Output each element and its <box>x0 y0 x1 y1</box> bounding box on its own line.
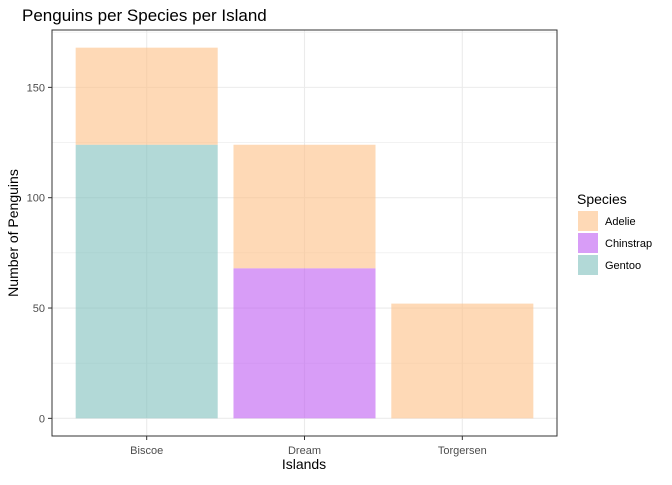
legend-key-adelie <box>578 211 598 231</box>
legend-key-gentoo <box>578 255 598 275</box>
legend-title: Species <box>577 191 627 207</box>
legend-label-adelie: Adelie <box>605 216 636 228</box>
y-tick-label: 150 <box>27 82 45 94</box>
y-tick-label: 100 <box>27 193 45 205</box>
x-axis: Biscoe Dream Torgersen <box>130 436 487 457</box>
chart-title: Penguins per Species per Island <box>22 6 267 25</box>
legend-label-gentoo: Gentoo <box>605 260 641 272</box>
bar-torgersen-adelie <box>391 303 534 419</box>
y-tick-label: 50 <box>33 303 45 315</box>
legend: Species Adelie Chinstrap Gentoo <box>577 191 652 276</box>
x-tick-label: Torgersen <box>438 445 487 457</box>
legend-label-chinstrap: Chinstrap <box>605 238 652 250</box>
x-tick-label: Dream <box>288 445 321 457</box>
y-axis-label: Number of Penguins <box>5 169 21 297</box>
bar-dream-chinstrap <box>233 268 376 419</box>
plot-area <box>51 29 558 437</box>
bar-biscoe-adelie <box>75 47 218 145</box>
y-tick-label: 0 <box>39 413 45 425</box>
bar-biscoe-gentoo <box>75 144 218 419</box>
bars <box>75 47 534 419</box>
bar-dream-adelie <box>233 144 376 269</box>
legend-key-chinstrap <box>578 233 598 253</box>
x-tick-label: Biscoe <box>130 445 163 457</box>
x-axis-label: Islands <box>282 456 326 472</box>
y-axis: 0 50 100 150 <box>27 82 52 425</box>
